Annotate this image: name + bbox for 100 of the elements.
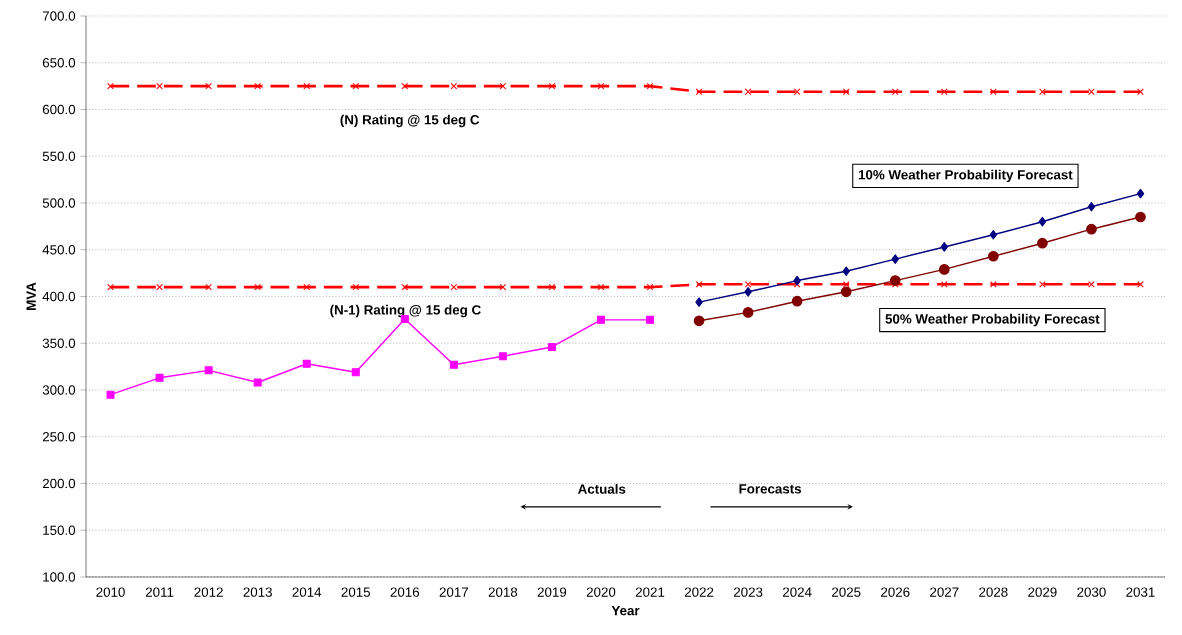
point xyxy=(352,82,360,90)
point xyxy=(352,283,360,291)
point xyxy=(889,275,901,286)
x-tick-label: 2010 xyxy=(96,587,125,597)
x-tick-label: 2017 xyxy=(439,587,469,597)
x-tick-label: 2023 xyxy=(733,587,763,597)
point xyxy=(938,264,950,275)
y-tick-label: 600.0 xyxy=(42,104,76,115)
point xyxy=(302,359,311,368)
point xyxy=(450,283,458,291)
x-tick-label: 2014 xyxy=(292,587,322,597)
point xyxy=(499,283,507,291)
y-tick-label: 550.0 xyxy=(42,151,76,161)
y-tick-label: 100.0 xyxy=(43,572,76,582)
y-tick-label: 300.0 xyxy=(42,385,76,395)
x-tick-label: 2026 xyxy=(881,587,910,597)
x-tick-label: 2016 xyxy=(390,587,420,597)
y-tick-label: 450.0 xyxy=(42,245,76,255)
point xyxy=(646,82,654,90)
point xyxy=(744,88,752,96)
point xyxy=(498,352,507,361)
x-tick-label: 2012 xyxy=(194,587,223,597)
text: 10% Weather Probability Forecast xyxy=(858,169,1073,183)
annotation: Forecasts xyxy=(739,484,802,494)
point xyxy=(1137,280,1144,288)
point xyxy=(940,280,948,288)
series-label: (N-1) Rating @ 15 deg C xyxy=(330,304,481,318)
point xyxy=(1088,280,1095,288)
point xyxy=(940,242,949,252)
point xyxy=(891,88,899,96)
x-axis-title: Year xyxy=(611,605,640,616)
x-tick-label: 2029 xyxy=(1028,587,1057,597)
point xyxy=(107,82,114,90)
point xyxy=(891,254,899,264)
x-tick-label: 2015 xyxy=(341,587,371,597)
point xyxy=(842,280,850,288)
point xyxy=(695,280,703,288)
y-tick-label: 350.0 xyxy=(42,338,76,348)
point xyxy=(646,283,654,291)
point xyxy=(742,307,754,318)
x-tick-label: 2019 xyxy=(537,587,567,597)
point xyxy=(989,88,997,96)
point xyxy=(695,297,703,307)
y-tick-label: 500.0 xyxy=(42,198,76,208)
point xyxy=(1039,88,1046,96)
point xyxy=(1087,201,1096,212)
point xyxy=(744,287,752,297)
point xyxy=(1135,211,1146,223)
point xyxy=(303,82,311,90)
y-tick-label: 150.0 xyxy=(43,525,76,535)
x-tick-label: 2024 xyxy=(783,587,812,597)
point xyxy=(449,360,458,369)
point xyxy=(596,315,605,324)
point xyxy=(107,283,114,291)
point xyxy=(156,283,163,291)
x-tick-label: 2031 xyxy=(1126,587,1155,597)
point xyxy=(547,342,556,351)
point xyxy=(1137,88,1144,96)
point xyxy=(646,315,655,324)
point xyxy=(793,275,801,286)
x-tick-label: 2022 xyxy=(684,587,714,597)
point xyxy=(401,283,409,291)
x-tick-label: 2027 xyxy=(930,587,959,597)
point xyxy=(597,283,605,291)
point xyxy=(204,366,213,375)
x-tick-label: 2020 xyxy=(586,587,616,597)
y-tick-label: 200.0 xyxy=(42,478,76,489)
point xyxy=(155,373,164,382)
point xyxy=(940,88,948,96)
point xyxy=(597,82,605,90)
point xyxy=(842,266,850,277)
point xyxy=(253,378,262,387)
point xyxy=(548,283,556,291)
point xyxy=(254,283,262,291)
point xyxy=(548,82,556,90)
x-tick-label: 2028 xyxy=(979,587,1008,597)
point xyxy=(205,82,212,90)
point xyxy=(693,315,705,327)
point xyxy=(254,82,262,90)
point xyxy=(840,286,852,298)
x-tick-label: 2018 xyxy=(488,587,518,597)
point xyxy=(744,280,752,288)
point xyxy=(450,82,458,90)
point xyxy=(401,82,409,90)
text: (N) Rating @ 15 deg C xyxy=(340,114,480,128)
point xyxy=(1088,88,1095,96)
point xyxy=(1136,188,1145,199)
annotation: Actuals xyxy=(578,484,626,494)
point xyxy=(156,82,163,90)
point xyxy=(106,390,115,399)
x-tick-label: 2013 xyxy=(243,587,272,597)
x-tick-label: 2021 xyxy=(635,587,665,597)
y-tick-label: 650.0 xyxy=(42,58,76,68)
point xyxy=(842,88,850,96)
point xyxy=(1037,237,1048,249)
point xyxy=(988,250,999,262)
point xyxy=(791,295,803,307)
point xyxy=(303,283,311,291)
text: 50% Weather Probability Forecast xyxy=(885,313,1100,327)
y-tick-label: 400.0 xyxy=(42,291,76,302)
